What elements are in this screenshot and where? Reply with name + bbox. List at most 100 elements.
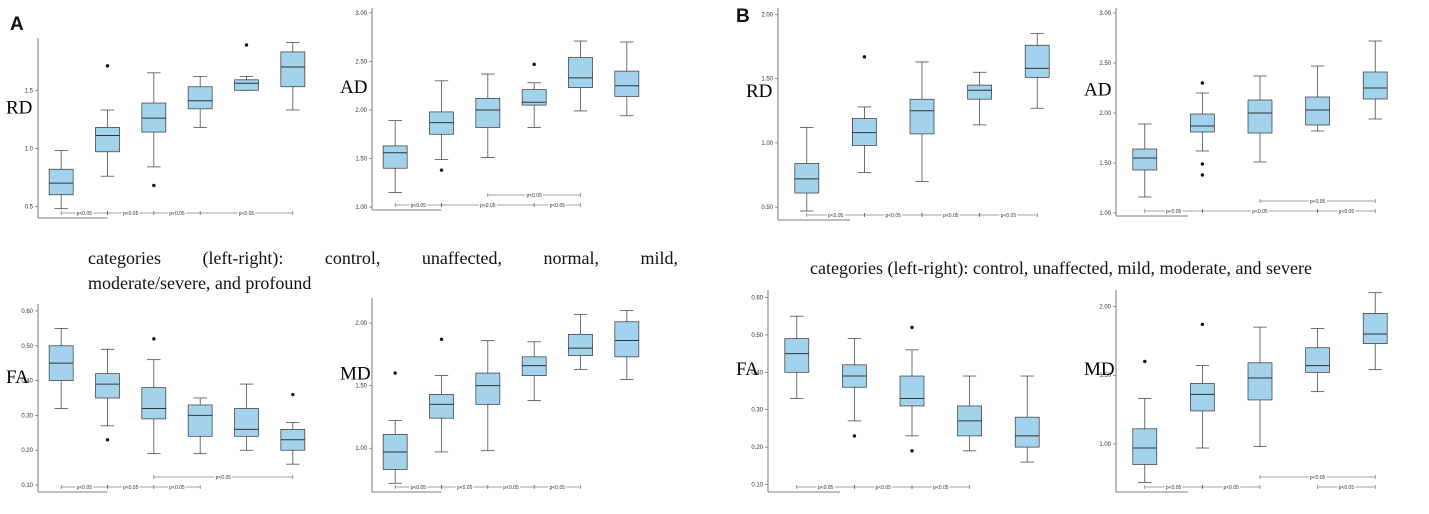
chart-3-outlier-0-0 xyxy=(393,371,397,375)
chart-3-ytick-label-2: 2.00 xyxy=(355,321,367,327)
chart-6-box-4 xyxy=(1014,416,1040,448)
chart-5-sig-bg-0 xyxy=(1164,208,1183,213)
chart-2-ytick-label-0: 0.10 xyxy=(21,483,33,489)
chart-7-sig-bg-1 xyxy=(1222,484,1241,489)
chart-6-ytick-label-3: 0.40 xyxy=(751,370,763,376)
chart-4-ytick-label-1: 1.00 xyxy=(761,141,773,147)
chart-5-box-4 xyxy=(1362,71,1388,100)
chart-7-outlier-1-0 xyxy=(1200,322,1205,327)
chart-2-ytick-label-3: 0.40 xyxy=(21,379,33,385)
chart-2-ylabel: FA xyxy=(6,367,29,388)
chart-4-sig-label-2: p<0.05 xyxy=(943,213,959,219)
chart-5-ytick-label-2: 2.00 xyxy=(1099,111,1111,117)
chart-3-ytick-label-0: 1.00 xyxy=(355,446,367,452)
chart-0-sig-bg-2 xyxy=(168,210,186,215)
chart-5-ytick-label-0: 1.00 xyxy=(1099,211,1111,217)
chart-0-sig-bg-0 xyxy=(75,210,94,215)
chart-7-ytick-label-1: 1.50 xyxy=(1099,373,1111,379)
chart-2-outlier-1-0 xyxy=(105,438,110,442)
chart-2-sig-label-0: p<0.05 xyxy=(77,485,93,491)
chart-4-sig-label-1: p<0.05 xyxy=(885,213,901,219)
chart-0-ylabel: RD xyxy=(6,98,32,119)
chart-2-ytick-label-5: 0.60 xyxy=(21,309,33,315)
chart-2-sig-label-2: p<0.05 xyxy=(169,485,185,491)
chart-4-ytick-label-0: 0.50 xyxy=(761,205,773,211)
chart-5-sig-label-0: p<0.05 xyxy=(1166,209,1182,215)
chart-0-outlier-4-0 xyxy=(244,43,249,47)
chart-1-box-4 xyxy=(568,57,593,88)
chart-7-ylabel: MD xyxy=(1084,359,1115,380)
chart-4-ytick-label-3: 2.00 xyxy=(761,12,773,18)
chart-0-ytick-label-2: 1.5 xyxy=(25,88,34,94)
chart-5-ytick-label-4: 3.00 xyxy=(1099,11,1111,17)
chart-1-box-3 xyxy=(521,89,547,106)
chart-2-sig-label-3: p<0.05 xyxy=(216,475,232,481)
chart-6-sig-bg-1 xyxy=(874,484,893,489)
caption-a-line1: categories (left-right): control, unaffe… xyxy=(88,248,678,268)
chart-3-sig-bg-3 xyxy=(548,484,567,489)
chart-1-ylabel: AD xyxy=(340,77,367,98)
chart-6-outlier-2-1 xyxy=(910,449,914,453)
chart-1-sig-bg-3 xyxy=(525,192,544,197)
chart-3-sig-bg-2 xyxy=(502,484,520,489)
chart-0-box-4 xyxy=(234,79,259,91)
chart-6-ytick-label-5: 0.60 xyxy=(751,295,763,301)
chart-5-sig-bg-2 xyxy=(1337,208,1356,213)
caption-panel-b: categories (left-right): control, unaffe… xyxy=(810,258,1312,278)
chart-7-box-0 xyxy=(1132,428,1158,465)
chart-1-outlier-3-0 xyxy=(532,62,536,67)
panel-letter-a: A xyxy=(10,14,24,35)
chart-5-sig-label-2: p<0.05 xyxy=(1339,209,1355,215)
chart-5-box-3 xyxy=(1305,96,1330,126)
chart-0-sig-label-3: p<0.05 xyxy=(239,211,255,217)
chart-0-sig-bg-3 xyxy=(237,210,256,215)
chart-1-box-0 xyxy=(382,145,408,169)
chart-6-outlier-1-0 xyxy=(852,434,857,438)
chart-2-box-3 xyxy=(187,404,213,437)
chart-5-ylabel: AD xyxy=(1084,79,1111,100)
chart-0-ytick-label-0: 0.5 xyxy=(25,204,34,210)
chart-3-sig-bg-1 xyxy=(455,484,474,489)
chart-4-sig-bg-1 xyxy=(884,212,903,217)
panel-letter-b: B xyxy=(736,6,750,27)
chart-3-box-5 xyxy=(614,321,640,358)
chart-3-sig-label-1: p<0.05 xyxy=(457,485,473,491)
chart-1-box-5 xyxy=(614,70,640,97)
chart-4-box-2 xyxy=(909,98,935,135)
chart-0-box-0 xyxy=(48,168,74,196)
chart-b-rd: 0.50 1.00 1.50 2.00 RD p<0.05 p<0.05 p<0.05 p<0.… xyxy=(746,8,1050,221)
chart-2-box-4 xyxy=(234,408,259,437)
chart-7-box-4 xyxy=(1362,313,1388,344)
chart-1-sig-label-2: p<0.05 xyxy=(550,203,566,209)
chart-0-ytick-label-1: 1.0 xyxy=(25,146,34,152)
chart-3-outlier-1-0 xyxy=(439,337,444,342)
chart-2-sig-bg-2 xyxy=(168,484,186,489)
chart-5-outlier-1-1 xyxy=(1200,162,1205,166)
chart-7-sig-bg-3 xyxy=(1337,484,1356,489)
chart-2-outlier-5-0 xyxy=(291,392,295,397)
chart-1-sig-bg-2 xyxy=(548,202,567,207)
chart-0-outlier-2-0 xyxy=(152,183,156,188)
chart-5-ytick-label-3: 2.50 xyxy=(1099,61,1111,67)
chart-5-sig-bg-3 xyxy=(1308,198,1327,203)
chart-5-sig-bg-1 xyxy=(1251,208,1269,213)
chart-1-sig-bg-0 xyxy=(409,202,428,207)
chart-1-sig-bg-1 xyxy=(478,202,497,207)
chart-3-box-1 xyxy=(429,394,454,419)
chart-3-box-3 xyxy=(521,356,547,376)
chart-3-box-4 xyxy=(568,333,593,356)
chart-0-outlier-1-0 xyxy=(105,64,110,68)
chart-0-sig-label-0: p<0.05 xyxy=(77,211,93,217)
chart-1-ytick-label-4: 3.00 xyxy=(355,11,367,17)
chart-0-box-3 xyxy=(187,86,213,110)
chart-3-sig-bg-0 xyxy=(409,484,428,489)
chart-a-md: 1.00 1.50 2.00 MD p<0.05 p<0.05 p<0.05 p<0.05 xyxy=(340,298,640,493)
chart-3-sig-label-2: p<0.05 xyxy=(503,485,519,491)
chart-5-sig-label-1: p<0.05 xyxy=(1252,209,1268,215)
chart-0-sig-label-1: p<0.05 xyxy=(123,211,139,217)
chart-6-ytick-label-0: 0.10 xyxy=(751,483,763,489)
chart-0-box-1 xyxy=(95,127,120,153)
chart-b-md: 1.00 1.50 2.00 MD p<0.05 p<0.05 p<0.05 p<0.05 xyxy=(1084,290,1388,493)
chart-4-sig-bg-2 xyxy=(941,212,960,217)
chart-2-sig-bg-3 xyxy=(214,474,233,479)
